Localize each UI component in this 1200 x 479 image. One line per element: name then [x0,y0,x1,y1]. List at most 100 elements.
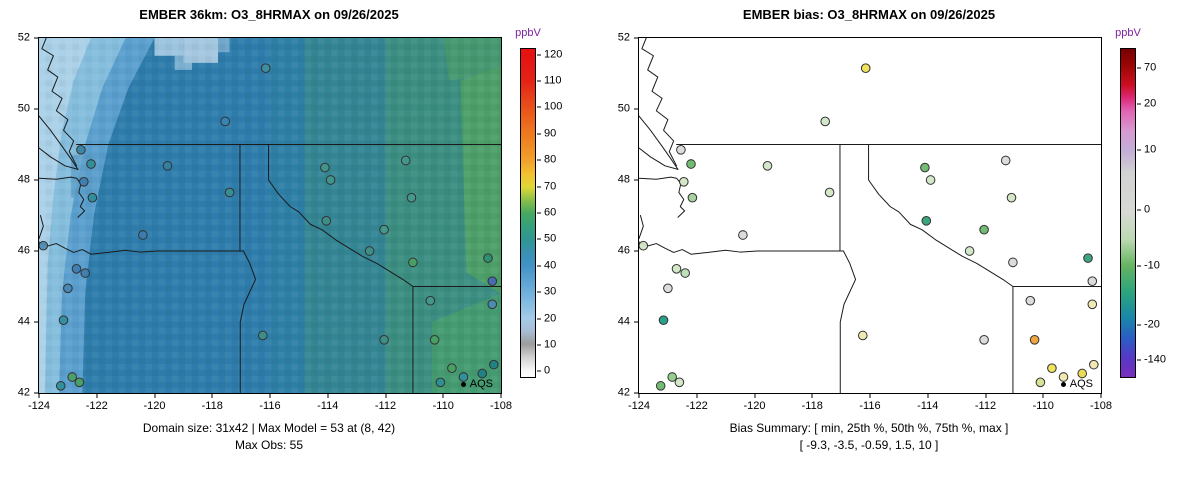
station-marker [1058,372,1069,382]
station-marker [1047,363,1057,373]
station-marker [364,246,375,256]
colorbar-tick-mark [537,133,541,135]
y-tick-label: 50 [617,102,630,115]
colorbar-tick-label: 120 [544,48,563,61]
station-marker [921,216,932,226]
station-marker [258,330,268,341]
colorbar-tick-mark [537,106,541,108]
x-tick-mark [869,393,871,398]
x-tick-mark [1100,393,1102,398]
station-marker [162,160,173,171]
y-tick-label: 48 [17,173,30,186]
x-tick-mark [696,393,698,398]
x-tick-label: -110 [1032,400,1054,412]
station-marker [39,240,49,251]
bias-station-markers [639,63,1099,391]
station-marker [1025,295,1036,306]
y-tick-label: 46 [617,244,630,257]
station-marker [408,257,418,268]
bias-panel: EMBER bias: O3_8HRMAX on 09/26/2025 -124… [600,0,1200,479]
aqs-legend: AQS [1060,378,1093,390]
station-marker [86,159,96,169]
station-marker [663,283,673,294]
bias-caption-line1: Bias Summary: [ min, 25th %, 50th %, 75t… [729,421,1009,435]
colorbar-tick-label: 60 [544,206,557,219]
station-marker [920,162,930,173]
x-tick-label: -108 [489,400,513,412]
model-station-markers [39,63,499,391]
x-tick-mark [1042,393,1044,398]
station-marker [1008,257,1018,268]
bias-panel-title: EMBER bias: O3_8HRMAX on 09/26/2025 [742,7,996,22]
station-marker [674,377,685,388]
colorbar-tick-label: 30 [544,285,557,298]
y-tick-label: 44 [17,315,30,328]
bias-map-plot: -124 -122 -120 -118 -116 -114 -112 -110 -108 52 5… [618,32,1112,412]
colorbar-tick-label: 10 [1144,143,1157,156]
colorbar-tick-mark [1137,265,1141,267]
station-marker [74,377,85,388]
station-marker [447,363,457,373]
station-marker [979,334,989,345]
x-tick-label: -110 [432,400,454,412]
x-tick-label: -124 [27,400,51,412]
station-marker [639,240,649,251]
x-tick-label: -120 [143,400,166,412]
colorbar-tick-mark [1137,209,1141,211]
colorbar-tick-label: -10 [1144,259,1160,272]
station-marker [67,372,78,382]
station-marker [429,334,440,345]
x-tick-label: -112 [374,400,397,412]
station-marker [1087,299,1098,310]
y-tick-label: 42 [617,386,630,399]
colorbar-tick-label: 70 [1144,61,1157,74]
colorbar-tick-label: 80 [544,153,557,166]
station-marker [379,334,389,345]
x-tick-mark [385,393,386,398]
station-marker [762,160,773,171]
x-tick-label: -114 [917,400,939,412]
station-marker [964,246,975,256]
station-marker [655,381,666,391]
x-tick-label: -120 [743,400,766,412]
station-marker [1077,368,1088,379]
colorbar-tick-label: 0 [1144,203,1151,216]
station-marker [487,299,498,310]
colorbar-tick-mark [1137,324,1141,326]
x-tick-mark [442,393,444,398]
colorbar-tick-label: 90 [544,127,557,140]
station-marker [55,381,66,391]
station-marker [79,176,89,187]
model-panel-title: EMBER 36km: O3_8HRMAX on 09/26/2025 [139,7,399,22]
station-marker [458,372,469,382]
colorbar-tick-mark [537,80,541,82]
colorbar-tick-label: 110 [544,74,562,87]
aqs-dot-icon [1060,381,1066,387]
station-marker [76,145,86,155]
station-marker [425,295,436,306]
x-tick-label: -118 [801,400,823,412]
station-marker [858,330,868,341]
x-tick-label: -118 [201,400,223,412]
x-tick-mark [985,393,986,398]
colorbar-tick-mark [1137,149,1141,151]
station-marker [1083,253,1093,263]
model-colorbar: 120 110 100 90 80 70 60 50 40 30 20 10 0 [520,48,562,378]
bias-caption-line2: [ -9.3, -3.5, -0.59, 1.5, 10 ] [799,438,939,452]
station-marker [477,368,488,379]
station-marker [738,230,748,240]
x-tick-label: -116 [259,400,281,412]
y-tick-label: 42 [17,386,30,399]
station-marker [925,175,936,185]
station-marker [1035,377,1046,388]
colorbar-tick-label: -20 [1144,318,1160,331]
colorbar-tick-mark [537,344,541,346]
colorbar-tick-mark [1137,67,1141,69]
station-marker [979,224,989,235]
station-marker [325,175,336,185]
station-marker [667,372,678,382]
x-tick-mark [96,393,98,398]
station-marker [321,216,332,226]
model-raster-map [39,38,501,393]
